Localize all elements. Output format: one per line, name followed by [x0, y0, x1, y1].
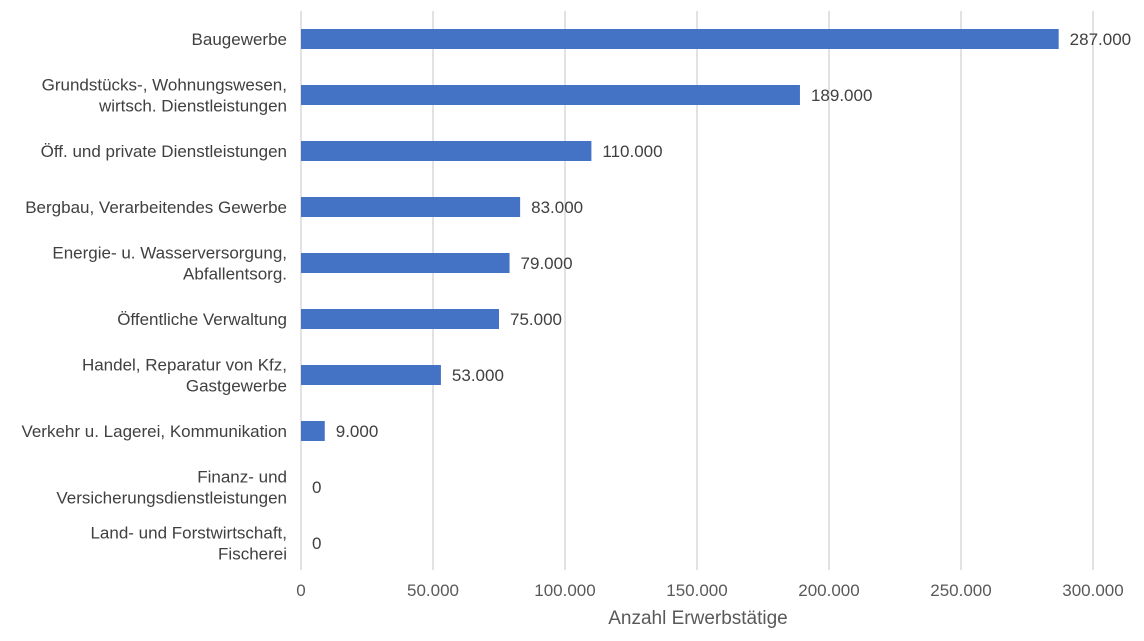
- category-label: Bergbau, Verarbeitendes Gewerbe: [25, 198, 287, 217]
- category-label: Öff. und private Dienstleistungen: [41, 142, 287, 161]
- category-label: Handel, Reparatur von Kfz,: [82, 356, 287, 375]
- x-tick-label: 0: [296, 581, 305, 600]
- category-label: Verkehr u. Lagerei, Kommunikation: [21, 422, 287, 441]
- bar: [301, 197, 521, 217]
- category-label: Baugewerbe: [192, 30, 287, 49]
- x-axis-title: Anzahl Erwerbstätige: [608, 608, 788, 629]
- x-axis-tick-labels: 0 50.000 100.000 150.000 200.000 250.000 300.0…: [296, 581, 1123, 600]
- bar: [301, 253, 510, 273]
- category-label: Land- und Forstwirtschaft,: [90, 524, 287, 543]
- x-tick-label: 50.000: [407, 581, 459, 600]
- category-label: Öffentliche Verwaltung: [117, 310, 287, 329]
- bar: [301, 309, 499, 329]
- x-tick-label: 150.000: [666, 581, 727, 600]
- x-tick-label: 250.000: [930, 581, 991, 600]
- category-labels: Baugewerbe Grundstücks-, Wohnungswesen, wi…: [21, 30, 287, 564]
- bar: [301, 365, 441, 385]
- x-tick-label: 100.000: [534, 581, 595, 600]
- data-label: 110.000: [602, 142, 662, 161]
- bars: [301, 29, 1059, 441]
- category-label: Energie- u. Wasserversorgung,: [52, 244, 287, 263]
- data-label: 79.000: [521, 254, 573, 273]
- bar: [301, 141, 592, 161]
- category-label: wirtsch. Dienstleistungen: [98, 97, 287, 116]
- category-label: Gastgewerbe: [186, 377, 287, 396]
- category-label: Finanz- und: [197, 468, 287, 487]
- data-label: 0: [312, 478, 321, 497]
- value-labels: 287.000 189.000 110.000 83.000 79.000 75.000 5…: [312, 30, 1131, 553]
- data-label: 0: [312, 534, 321, 553]
- data-label: 9.000: [336, 422, 379, 441]
- bar: [301, 85, 800, 105]
- x-tick-label: 200.000: [798, 581, 859, 600]
- data-label: 189.000: [811, 86, 872, 105]
- category-label: Fischerei: [218, 545, 287, 564]
- category-label: Grundstücks-, Wohnungswesen,: [42, 76, 287, 95]
- data-label: 83.000: [531, 198, 583, 217]
- bar: [301, 29, 1059, 49]
- category-label: Abfallentsorg.: [183, 265, 287, 284]
- category-label: Versicherungsdienstleistungen: [56, 489, 287, 508]
- x-tick-label: 300.000: [1062, 581, 1123, 600]
- data-label: 287.000: [1070, 30, 1131, 49]
- data-label: 53.000: [452, 366, 504, 385]
- bar: [301, 421, 325, 441]
- data-label: 75.000: [510, 310, 562, 329]
